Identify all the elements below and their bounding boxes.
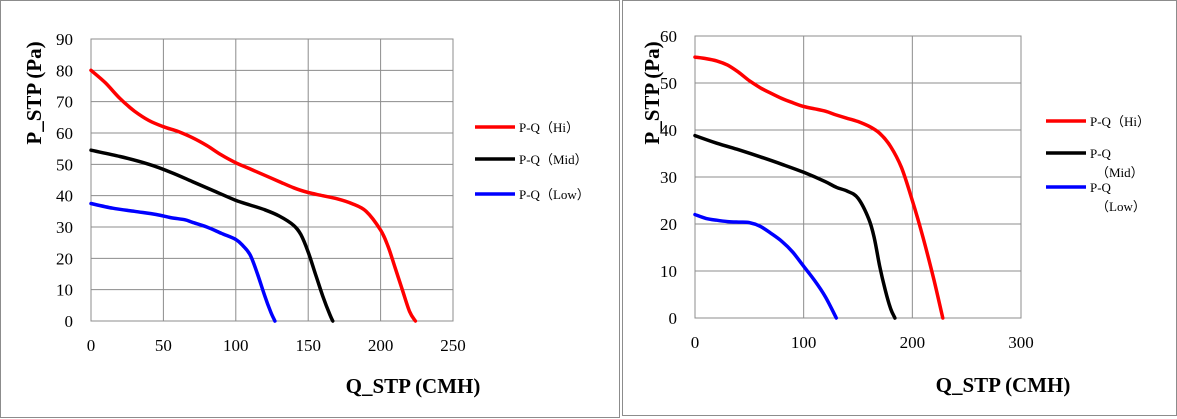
series-line-3 — [89, 201, 277, 323]
series-line-2 — [693, 133, 897, 320]
x-tick-label: 200 — [900, 333, 926, 352]
y-tick-label: 20 — [660, 215, 677, 234]
x-tick-label: 0 — [691, 333, 700, 352]
x-tick-label: 100 — [223, 336, 249, 355]
legend-label-1: P-Q（Hi） — [1090, 114, 1150, 129]
chart-panel-right: 0 10 20 30 40 50 60 0 100 200 300 Q_STP (CMH) P_STP … — [622, 0, 1177, 416]
y-tick-label: 40 — [660, 121, 677, 140]
chart-panel-left: 0 10 20 30 40 50 60 70 80 90 0 50 100 150 200 250 Q_STP … — [0, 0, 620, 418]
y-tick-label: 20 — [56, 249, 73, 268]
x-tick-label: 300 — [1008, 333, 1034, 352]
y-tick-label: 30 — [56, 218, 73, 237]
x-axis-title: Q_STP (CMH) — [346, 374, 481, 398]
y-tick-label: 30 — [660, 168, 677, 187]
pq-chart-right: 0 10 20 30 40 50 60 0 100 200 300 Q_STP (CMH) P_STP … — [640, 27, 1150, 397]
y-axis-title: P_STP (Pa) — [640, 41, 664, 144]
legend-label-3: P-Q（Low） — [1090, 180, 1146, 214]
y-tick-label: 80 — [56, 61, 73, 80]
series-line-1 — [89, 68, 418, 323]
y-tick-label: 10 — [56, 281, 73, 300]
y-tick-label: 60 — [660, 27, 677, 46]
legend-label-1: P-Q（Hi） — [519, 120, 579, 135]
y-tick-label: 70 — [56, 93, 73, 112]
series-line-3 — [693, 212, 839, 320]
y-tick-label: 90 — [56, 30, 73, 49]
series-line-2 — [89, 148, 335, 323]
y-axis-title: P_STP (Pa) — [22, 41, 46, 144]
y-tick-label: 50 — [660, 74, 677, 93]
series-line-1 — [693, 55, 945, 320]
legend-label-2: P-Q（Mid） — [519, 152, 588, 167]
x-tick-label: 100 — [791, 333, 817, 352]
plot-area-border — [694, 35, 1022, 319]
plot-area-border — [90, 38, 454, 322]
x-tick-label: 250 — [440, 336, 466, 355]
y-tick-label: 0 — [669, 309, 678, 328]
y-tick-label: 0 — [65, 312, 74, 331]
x-tick-label: 0 — [87, 336, 96, 355]
legend-label-2: P-Q（Mid） — [1090, 146, 1144, 180]
y-tick-label: 10 — [660, 262, 677, 281]
x-axis-title: Q_STP (CMH) — [936, 373, 1071, 397]
x-tick-label: 50 — [155, 336, 172, 355]
pq-chart-left: 0 10 20 30 40 50 60 70 80 90 0 50 100 150 200 250 Q_STP … — [22, 30, 590, 398]
x-tick-label: 150 — [295, 336, 321, 355]
legend-label-3: P-Q（Low） — [519, 187, 590, 202]
y-tick-label: 40 — [56, 187, 73, 206]
y-tick-label: 50 — [56, 155, 73, 174]
y-tick-label: 60 — [56, 124, 73, 143]
x-tick-label: 200 — [368, 336, 394, 355]
